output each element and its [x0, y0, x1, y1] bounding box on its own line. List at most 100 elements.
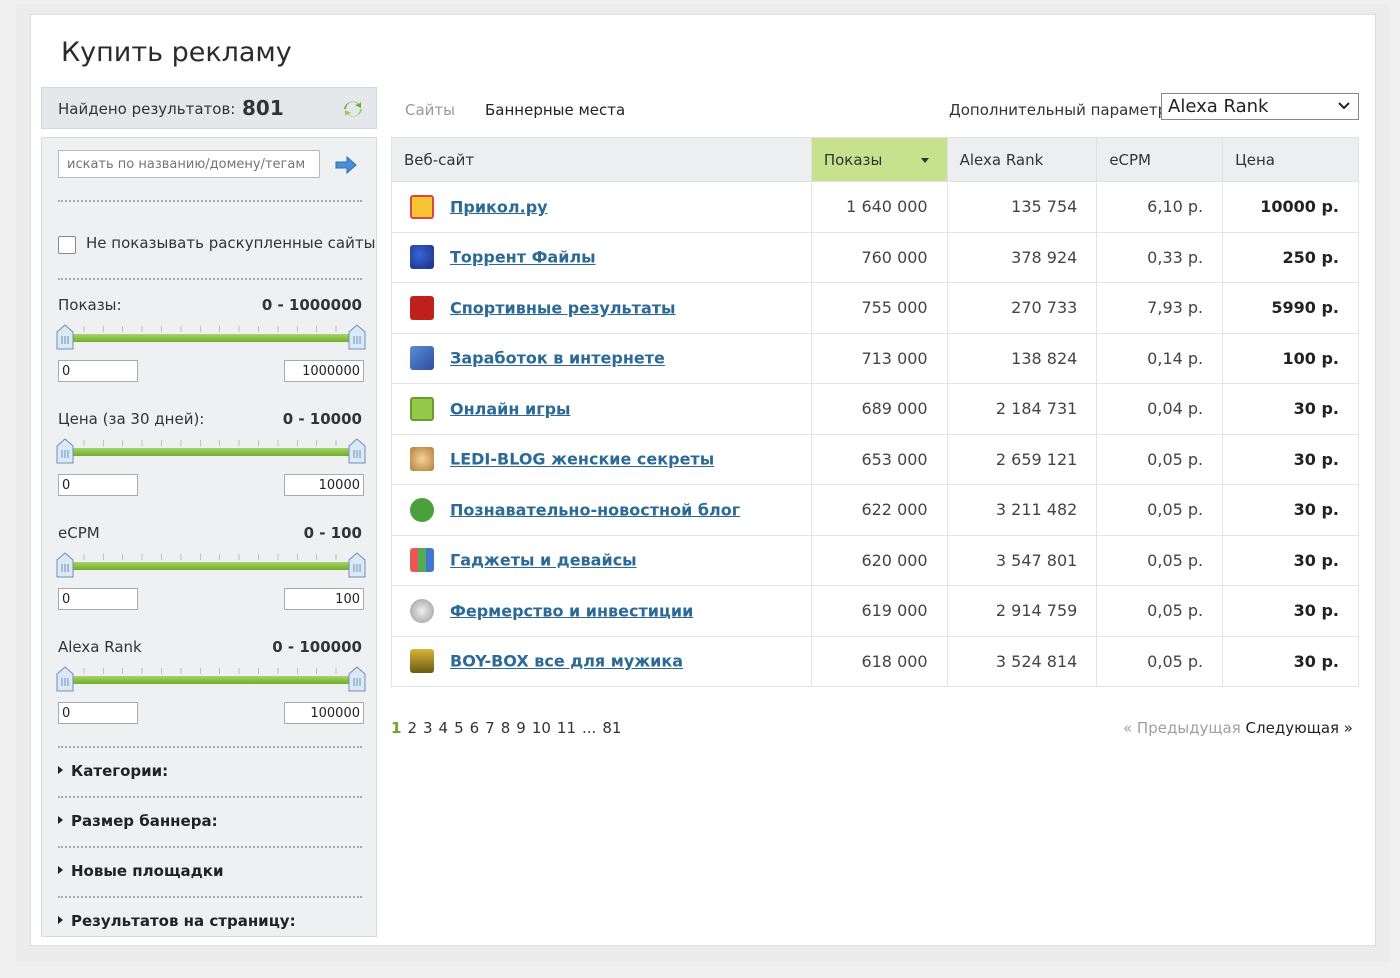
page-link[interactable]: 4 — [438, 719, 449, 737]
alexa-slider-track[interactable] — [64, 676, 356, 684]
filter-sidebar: Не показывать раскупленные сайты Показы:… — [41, 137, 377, 937]
page-ellipsis: ... — [582, 719, 597, 737]
page-link[interactable]: 6 — [469, 719, 480, 737]
slider-min-handle[interactable] — [56, 666, 74, 692]
page-link[interactable]: 7 — [485, 719, 495, 737]
slider-min-handle[interactable] — [56, 324, 74, 350]
shows-cell: 618 000 — [810, 635, 948, 687]
shows-cell: 1 640 000 — [810, 181, 948, 233]
alexa-cell: 3 524 814 — [946, 635, 1098, 687]
ecpm-min-input[interactable] — [58, 588, 138, 610]
section-banner-size[interactable]: Размер баннера: — [58, 812, 218, 830]
arrow-right-icon[interactable] — [334, 154, 358, 176]
table-row: Познавательно-новостной блог 622 000 3 211… — [391, 484, 1359, 536]
col-website[interactable]: Веб-сайт — [391, 137, 812, 182]
ecpm-cell: 6,10 р. — [1096, 181, 1224, 233]
ecpm-cell: 0,05 р. — [1096, 585, 1224, 637]
hide-sold-checkbox[interactable] — [58, 236, 76, 254]
col-price[interactable]: Цена — [1222, 137, 1359, 182]
tab-sites[interactable]: Сайты — [405, 101, 455, 119]
slider-min-handle[interactable] — [56, 552, 74, 578]
smiley-hand-icon — [410, 194, 434, 219]
price-slider-track[interactable] — [64, 448, 356, 456]
price-min-input[interactable] — [58, 474, 138, 496]
slider-max-handle[interactable] — [348, 324, 366, 350]
slider-min-handle[interactable] — [56, 438, 74, 464]
site-link[interactable]: Прикол.ру — [450, 197, 548, 217]
caret-right-icon — [58, 916, 63, 924]
site-link[interactable]: BOY-BOX все для мужика — [450, 651, 684, 671]
shows-max-input[interactable] — [284, 360, 364, 382]
site-link[interactable]: Гаджеты и девайсы — [450, 550, 637, 570]
site-link[interactable]: Онлайн игры — [450, 399, 571, 419]
ecpm-slider-track[interactable] — [64, 562, 356, 570]
refresh-icon[interactable] — [342, 98, 364, 120]
slider-max-handle[interactable] — [348, 438, 366, 464]
section-per-page[interactable]: Результатов на страницу: — [58, 912, 296, 930]
site-link[interactable]: Заработок в интернете — [450, 348, 665, 368]
shows-slider-track[interactable] — [64, 334, 356, 342]
page-link[interactable]: 11 — [556, 719, 576, 737]
site-link[interactable]: Фермерство и инвестиции — [450, 601, 694, 621]
info-icon — [410, 497, 434, 522]
page-link[interactable]: 1 — [391, 719, 402, 737]
slider-max-handle[interactable] — [348, 666, 366, 692]
shows-cell: 760 000 — [810, 231, 948, 283]
col-shows[interactable]: Показы — [810, 137, 948, 182]
tab-banner-places[interactable]: Баннерные места — [485, 101, 626, 119]
page-link[interactable]: 2 — [407, 719, 417, 737]
price-cell: 30 р. — [1222, 484, 1359, 536]
site-link[interactable]: Познавательно-новостной блог — [450, 500, 741, 520]
param-select[interactable]: Alexa Rank — [1161, 93, 1359, 120]
col-ecpm[interactable]: eCPM — [1096, 137, 1224, 182]
alexa-cell: 378 924 — [946, 231, 1098, 283]
alexa-max-input[interactable] — [284, 702, 364, 724]
price-cell: 10000 р. — [1222, 181, 1359, 233]
search-input[interactable] — [58, 150, 320, 178]
ecpm-cell: 0,33 р. — [1096, 231, 1224, 283]
page-link[interactable]: 10 — [531, 719, 551, 737]
page-link[interactable]: 3 — [422, 719, 433, 737]
prev-link[interactable]: « Предыдущая — [1122, 719, 1241, 737]
price-cell: 30 р. — [1222, 534, 1359, 586]
site-link[interactable]: Спортивные результаты — [450, 298, 676, 318]
caret-right-icon — [58, 766, 63, 774]
table-row: Заработок в интернете 713 000 138 824 0,14 … — [391, 332, 1359, 384]
site-cell: Торрент Файлы — [391, 231, 812, 283]
ecpm-max-input[interactable] — [284, 588, 364, 610]
shows-cell: 713 000 — [810, 332, 948, 384]
site-cell: Спортивные результаты — [391, 282, 812, 334]
page-link[interactable]: 5 — [454, 719, 464, 737]
filter-ecpm-range: 0 - 100 — [303, 524, 362, 542]
section-categories[interactable]: Категории: — [58, 762, 168, 780]
col-alexa[interactable]: Alexa Rank — [946, 137, 1098, 182]
next-link[interactable]: Следующая » — [1245, 719, 1353, 737]
site-cell: LEDI-BLOG женские секреты — [391, 433, 812, 485]
page-link[interactable]: 8 — [500, 719, 511, 737]
slider-ticks — [64, 668, 356, 674]
ecpm-cell: 0,05 р. — [1096, 484, 1224, 536]
section-categories-label: Категории: — [71, 762, 169, 780]
price-max-input[interactable] — [284, 474, 364, 496]
page-link[interactable]: 81 — [602, 719, 622, 737]
filter-alexa-range: 0 - 100000 — [272, 638, 362, 656]
shows-min-input[interactable] — [58, 360, 138, 382]
alexa-min-input[interactable] — [58, 702, 138, 724]
ecpm-cell: 0,05 р. — [1096, 433, 1224, 485]
price-cell: 30 р. — [1222, 635, 1359, 687]
param-select-value: Alexa Rank — [1168, 96, 1269, 117]
section-banner-size-label: Размер баннера: — [71, 812, 218, 830]
site-cell: Гаджеты и девайсы — [391, 534, 812, 586]
site-link[interactable]: Торрент Файлы — [450, 247, 596, 267]
filter-shows-range: 0 - 1000000 — [261, 296, 362, 314]
divider — [58, 846, 362, 848]
shows-cell: 620 000 — [810, 534, 948, 586]
page-link[interactable]: 9 — [516, 719, 526, 737]
sort-desc-icon — [920, 158, 929, 163]
site-link[interactable]: LEDI-BLOG женские секреты — [450, 449, 715, 469]
money-icon — [410, 346, 434, 371]
ecpm-cell: 0,04 р. — [1096, 383, 1224, 435]
shows-cell: 619 000 — [810, 585, 948, 637]
slider-max-handle[interactable] — [348, 552, 366, 578]
section-new-sites[interactable]: Новые площадки — [58, 862, 223, 880]
